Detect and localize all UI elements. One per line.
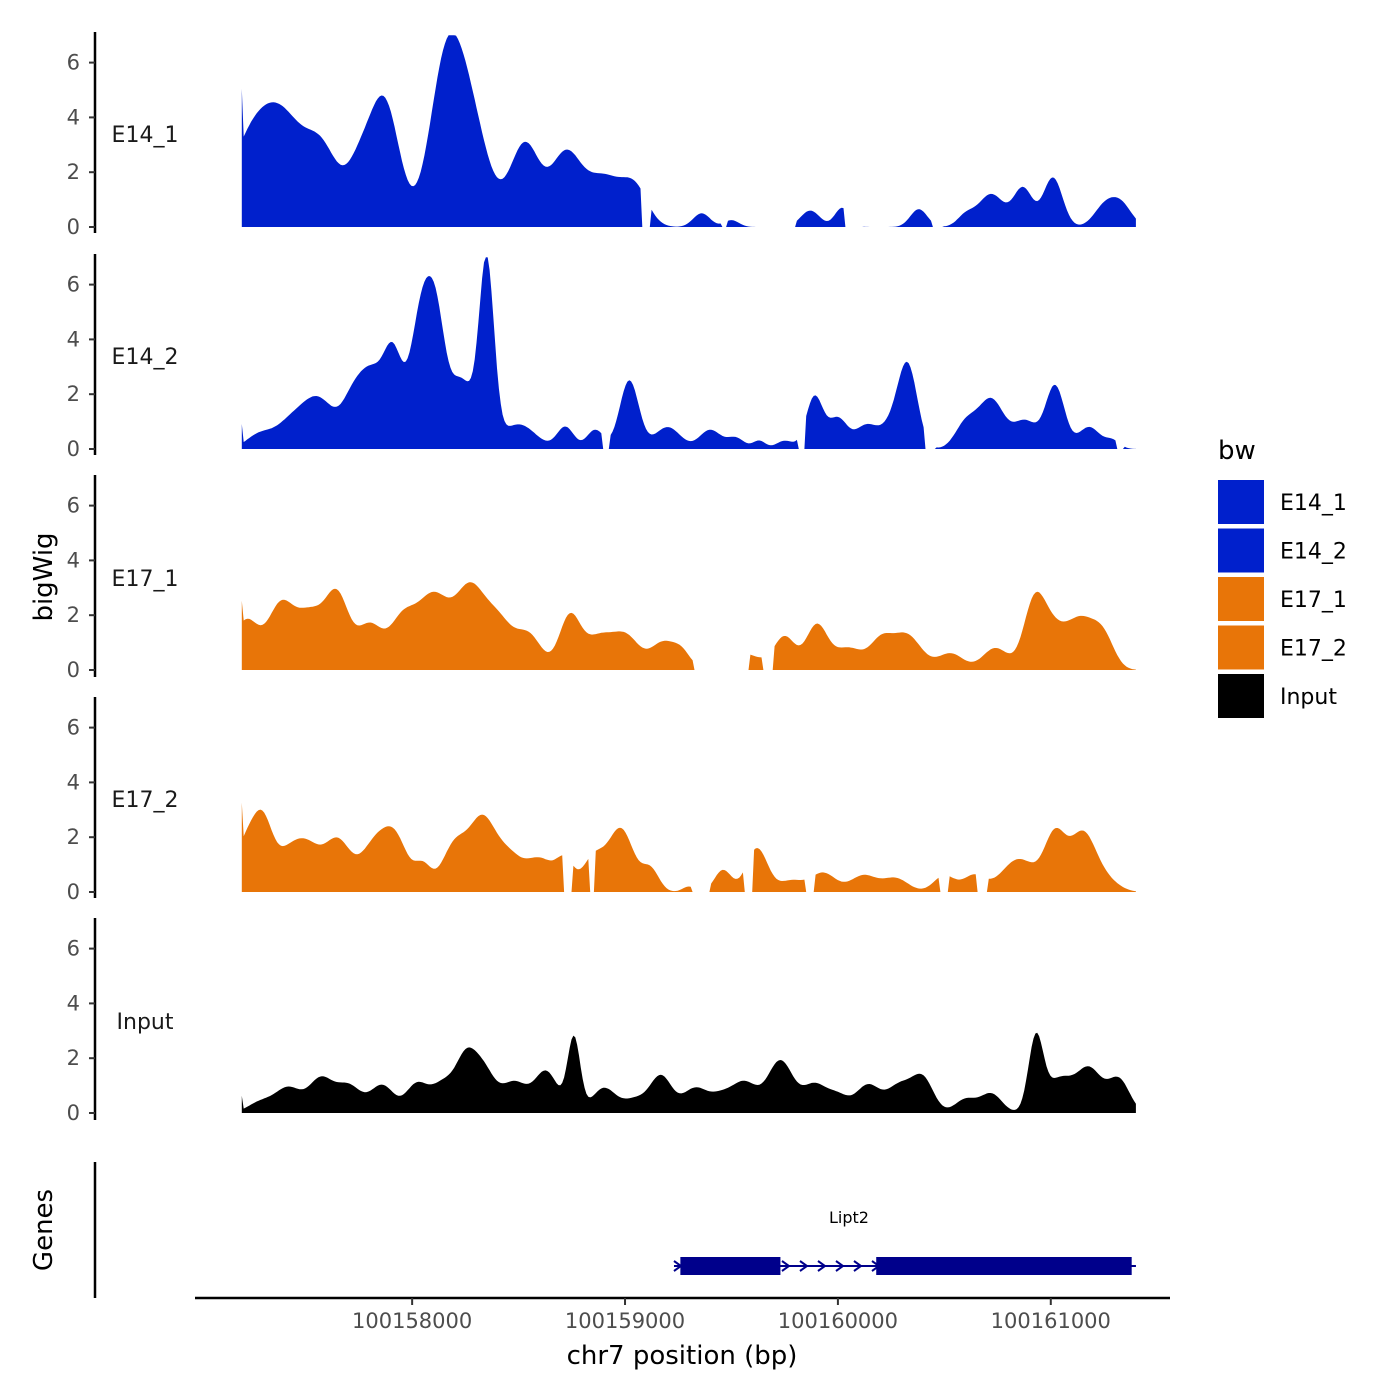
track-e14-2: 0 2 4 6 E14_2 (67, 254, 1136, 461)
y-tick-label: 2 (67, 160, 80, 184)
track-label: E14_2 (112, 345, 179, 370)
legend: bw E14_1 E14_2 E17_1 E17_2 Input (1218, 436, 1347, 718)
y-tick-label: 6 (67, 716, 80, 740)
y-tick-label: 4 (67, 770, 80, 794)
coverage-area-e17-1 (241, 582, 1136, 670)
y-tick-label: 0 (67, 215, 80, 239)
legend-swatch-e14-2 (1218, 528, 1264, 573)
x-tick-label: 100161000 (991, 1309, 1111, 1333)
y-tick-label: 0 (67, 437, 80, 461)
y-tick-label: 6 (67, 273, 80, 297)
legend-label: E14_1 (1280, 491, 1347, 516)
gene-exon (876, 1257, 1132, 1275)
legend-swatch-e14-1 (1218, 480, 1264, 524)
strand-arrow (853, 1260, 863, 1272)
y-tick-label: 2 (67, 1046, 80, 1070)
y-tick-label: 0 (67, 658, 80, 682)
y-tick-label: 2 (67, 603, 80, 627)
coverage-area-e14-2 (241, 257, 1136, 449)
track-panels: 0 2 4 6 E14_1 0 2 4 6 E14_2 0 2 4 6 E17_1 0 2 4 6 E17_2 0 2 4 6… (67, 32, 1136, 1125)
legend-title: bw (1218, 436, 1256, 466)
strand-arrow (817, 1260, 827, 1272)
track-label: Input (117, 1010, 174, 1035)
legend-swatch-input (1218, 674, 1264, 718)
y-tick-label: 4 (67, 327, 80, 351)
track-label: E17_2 (112, 788, 179, 813)
strand-arrow (799, 1260, 809, 1272)
y-tick-label: 4 (67, 548, 80, 572)
track-label: E14_1 (112, 123, 179, 148)
gene-name-label: Lipt2 (829, 1208, 869, 1227)
track-e17-2: 0 2 4 6 E17_2 (67, 697, 1136, 904)
strand-arrow (781, 1260, 791, 1272)
y-tick-label: 0 (67, 1101, 80, 1125)
y-tick-label: 6 (67, 51, 80, 75)
x-tick-label: 100159000 (565, 1309, 685, 1333)
y-tick-label: 0 (67, 880, 80, 904)
genes-panel: Genes Lipt2 (29, 1162, 1136, 1298)
y-axis-title: bigWig (29, 532, 59, 621)
track-e14-1: 0 2 4 6 E14_1 (67, 32, 1136, 239)
track-input: 0 2 4 6 Input (67, 918, 1136, 1125)
legend-label: E14_2 (1280, 540, 1347, 565)
y-tick-label: 4 (67, 991, 80, 1015)
x-tick-label: 100160000 (778, 1309, 898, 1333)
y-tick-label: 2 (67, 825, 80, 849)
legend-swatch-e17-2 (1218, 625, 1264, 670)
legend-label: E17_1 (1280, 588, 1347, 613)
gene-lipt2: Lipt2 (673, 1208, 1136, 1275)
y-tick-label: 4 (67, 105, 80, 129)
coverage-area-e17-2 (241, 802, 1136, 892)
legend-label: E17_2 (1280, 637, 1347, 662)
legend-label: Input (1280, 685, 1337, 710)
coverage-area-e14-1 (241, 35, 1136, 228)
track-e17-1: 0 2 4 6 E17_1 (67, 475, 1136, 682)
x-tick-label: 100158000 (352, 1309, 472, 1333)
x-axis: 100158000 100159000 100160000 100161000 (195, 1296, 1170, 1333)
x-axis-title: chr7 position (bp) (567, 1341, 798, 1371)
y-tick-label: 2 (67, 382, 80, 406)
y-tick-label: 6 (67, 937, 80, 961)
strand-arrow (835, 1260, 845, 1272)
y-tick-label: 6 (67, 494, 80, 518)
legend-swatch-e17-1 (1218, 577, 1264, 621)
gene-exon (680, 1257, 781, 1275)
track-label: E17_1 (112, 567, 179, 592)
coverage-area-input (241, 1032, 1136, 1113)
genes-label: Genes (29, 1189, 59, 1271)
